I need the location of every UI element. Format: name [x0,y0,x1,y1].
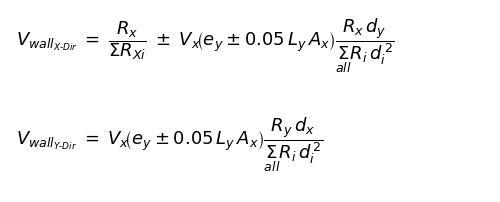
Text: $V_{wall_{X\text{-}Dir}}\;=\;\dfrac{R_{x}}{\Sigma R_{Xi}}\;\pm\;V_{x}\!\left(e_{: $V_{wall_{X\text{-}Dir}}\;=\;\dfrac{R_{x… [16,16,395,75]
Text: $V_{wall_{Y\text{-}Dir}}\;=\;V_{x}\!\left(e_{y} \pm 0.05\,L_{y}\,A_{x}\right)\df: $V_{wall_{Y\text{-}Dir}}\;=\;V_{x}\!\lef… [16,115,324,174]
